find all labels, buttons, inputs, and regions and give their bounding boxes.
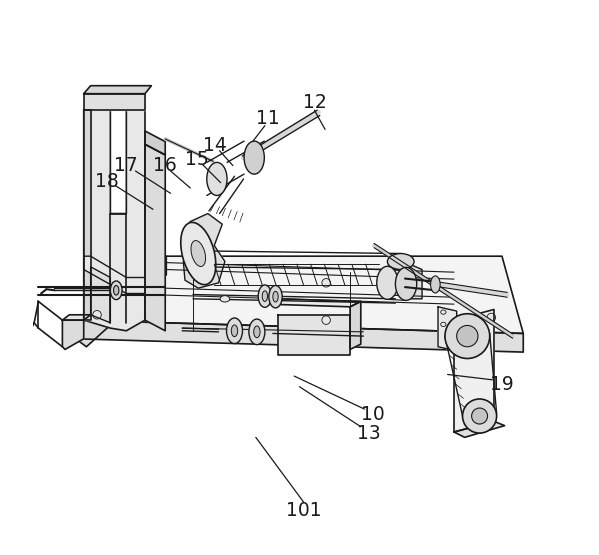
Polygon shape bbox=[75, 256, 167, 347]
Ellipse shape bbox=[269, 285, 282, 308]
Ellipse shape bbox=[254, 326, 260, 337]
Ellipse shape bbox=[249, 319, 265, 345]
Ellipse shape bbox=[377, 266, 398, 299]
Ellipse shape bbox=[226, 318, 243, 344]
Ellipse shape bbox=[262, 291, 268, 301]
Ellipse shape bbox=[441, 310, 446, 314]
Circle shape bbox=[487, 313, 495, 322]
Ellipse shape bbox=[231, 325, 238, 337]
Polygon shape bbox=[62, 315, 90, 320]
Ellipse shape bbox=[114, 285, 119, 295]
Polygon shape bbox=[62, 320, 84, 350]
Text: 17: 17 bbox=[114, 156, 138, 175]
Polygon shape bbox=[183, 214, 225, 288]
Text: 15: 15 bbox=[185, 150, 209, 169]
Polygon shape bbox=[403, 261, 422, 299]
Polygon shape bbox=[454, 310, 494, 432]
Text: 11: 11 bbox=[256, 109, 279, 128]
Ellipse shape bbox=[207, 163, 227, 195]
Polygon shape bbox=[84, 256, 145, 294]
Polygon shape bbox=[145, 144, 165, 331]
Polygon shape bbox=[454, 421, 504, 437]
Text: 101: 101 bbox=[286, 501, 322, 521]
Circle shape bbox=[462, 399, 497, 433]
Ellipse shape bbox=[181, 223, 216, 285]
Ellipse shape bbox=[110, 281, 122, 300]
Text: 10: 10 bbox=[361, 405, 385, 424]
Ellipse shape bbox=[273, 291, 278, 302]
Circle shape bbox=[322, 316, 331, 324]
Polygon shape bbox=[278, 315, 350, 355]
Circle shape bbox=[456, 325, 478, 347]
Ellipse shape bbox=[395, 268, 417, 300]
Ellipse shape bbox=[431, 276, 440, 293]
Ellipse shape bbox=[220, 296, 229, 302]
Text: 12: 12 bbox=[302, 93, 326, 112]
Polygon shape bbox=[75, 256, 524, 334]
Ellipse shape bbox=[244, 141, 264, 174]
Text: 14: 14 bbox=[204, 136, 227, 155]
Polygon shape bbox=[84, 110, 90, 320]
Ellipse shape bbox=[258, 285, 271, 307]
Polygon shape bbox=[75, 320, 524, 352]
Polygon shape bbox=[84, 110, 145, 331]
Polygon shape bbox=[268, 299, 361, 307]
Polygon shape bbox=[90, 267, 110, 323]
Ellipse shape bbox=[185, 251, 211, 267]
Ellipse shape bbox=[388, 254, 414, 270]
Text: 16: 16 bbox=[153, 156, 177, 175]
Circle shape bbox=[93, 311, 101, 319]
Text: 13: 13 bbox=[357, 423, 380, 442]
Circle shape bbox=[445, 314, 490, 359]
Ellipse shape bbox=[191, 240, 205, 266]
Polygon shape bbox=[145, 131, 165, 155]
Text: 18: 18 bbox=[95, 172, 119, 191]
Polygon shape bbox=[438, 307, 456, 351]
Circle shape bbox=[322, 279, 331, 287]
Polygon shape bbox=[350, 301, 361, 350]
Ellipse shape bbox=[441, 322, 446, 326]
Polygon shape bbox=[84, 85, 152, 94]
Text: 19: 19 bbox=[490, 375, 514, 393]
Circle shape bbox=[471, 408, 488, 424]
Polygon shape bbox=[84, 94, 145, 110]
